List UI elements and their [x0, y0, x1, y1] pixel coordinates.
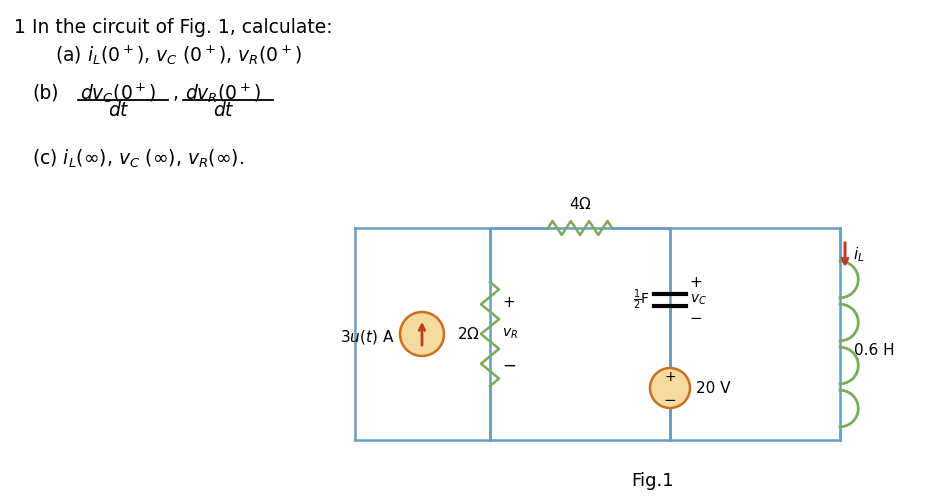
Text: (a) $i_L(0^+)$, $v_C$ $(0^+)$, $v_R(0^+)$: (a) $i_L(0^+)$, $v_C$ $(0^+)$, $v_R(0^+)… [55, 44, 302, 67]
Text: 0.6 H: 0.6 H [854, 343, 895, 358]
Text: ,: , [172, 84, 178, 103]
Text: $2\Omega$: $2\Omega$ [457, 326, 480, 342]
Text: (b): (b) [32, 84, 58, 103]
Text: $dv_C(0^+)$: $dv_C(0^+)$ [80, 82, 157, 106]
Text: −: − [664, 393, 676, 408]
Text: +: + [664, 370, 676, 384]
Text: −: − [689, 310, 701, 326]
Text: $i_L$: $i_L$ [853, 246, 865, 264]
Text: 20 V: 20 V [696, 380, 731, 395]
Text: $dt$: $dt$ [108, 101, 130, 120]
Text: $v_C$: $v_C$ [690, 293, 707, 307]
Text: $dt$: $dt$ [213, 101, 235, 120]
Text: Fig.1: Fig.1 [631, 472, 674, 490]
Circle shape [650, 368, 690, 408]
Text: (c) $i_L(\infty)$, $v_C$ $(\infty)$, $v_R(\infty)$.: (c) $i_L(\infty)$, $v_C$ $(\infty)$, $v_… [32, 148, 244, 170]
Text: $\frac{1}{2}$F: $\frac{1}{2}$F [633, 288, 650, 312]
Text: $3u(t)$ A: $3u(t)$ A [340, 328, 394, 346]
Text: +: + [689, 274, 701, 289]
Text: +: + [502, 294, 515, 309]
Text: 1: 1 [14, 18, 26, 37]
Text: In the circuit of Fig. 1, calculate:: In the circuit of Fig. 1, calculate: [32, 18, 332, 37]
Text: $4\Omega$: $4\Omega$ [569, 196, 592, 212]
Text: $v_R$: $v_R$ [502, 327, 518, 341]
Circle shape [400, 312, 444, 356]
Text: −: − [502, 357, 516, 375]
Text: $dv_R(0^+)$: $dv_R(0^+)$ [185, 82, 261, 106]
